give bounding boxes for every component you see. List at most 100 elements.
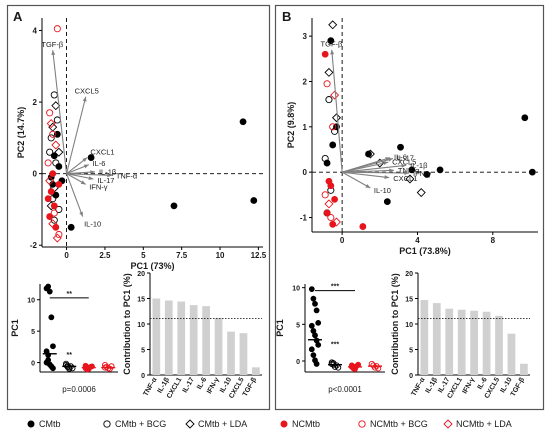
panel-b-pc1-point — [312, 332, 318, 339]
panel-a-score-point — [55, 230, 63, 239]
panel-a-score-point — [50, 216, 58, 224]
panel-a-pc1-pvalue: p=0.0006 — [62, 385, 96, 394]
panel-b-score-point — [416, 188, 426, 198]
panel-b-pc1-pvalue: p<0.0001 — [328, 385, 362, 394]
panel-a-score-point — [46, 109, 54, 117]
panel-a-score-point — [46, 119, 56, 129]
panel-b-loading-label: IFN-γ — [413, 169, 432, 178]
panel-a-letter: A — [13, 9, 23, 24]
panel-b-pc1-point — [308, 346, 315, 353]
panel-b-loading-label: CXCL1 — [393, 174, 417, 183]
panel-b-loading-label: CXCL5 — [392, 157, 416, 166]
panel-a-pc1-point — [43, 359, 50, 366]
legend-item: CMtb + LDA — [185, 419, 247, 429]
panel-b-contrib-ylabel: Contribution to PC1 (%) — [390, 273, 400, 374]
panel-a-score-point — [46, 213, 54, 220]
panel-b-pc1-ytick-label: 5 — [296, 322, 300, 329]
panel-b-contrib-bar — [457, 309, 466, 375]
panel-a-biplot-ylabel: PC2 (14.7%) — [16, 107, 26, 159]
panel-b-pc1-point — [313, 361, 320, 367]
panel-b-score-point — [321, 191, 329, 199]
panel-b-pc1-ylabel: PC1 — [275, 319, 285, 337]
panel-a-score-point — [54, 147, 64, 157]
panel-a-loading-arrowhead — [83, 164, 89, 169]
panel-a-loading-arrow — [66, 173, 84, 217]
panel-b-loading-arrowhead — [401, 163, 407, 168]
legend-label: CMtb + LDA — [198, 419, 247, 429]
panel-b-loading-label: TNF-α — [398, 166, 420, 175]
panel-b-ytick-label: 3 — [303, 32, 308, 41]
panel-a-contrib-category-label: IFN-γ — [206, 376, 221, 395]
panel-b-loading-arrowhead — [365, 184, 371, 189]
panel-a-xtick-label: 10 — [216, 251, 225, 260]
panel-a-score-point — [51, 140, 61, 150]
panel-b-ytick-label: 1 — [303, 123, 308, 132]
panel-b-score-point — [327, 37, 335, 45]
panel-b-loading-arrowhead — [389, 168, 394, 173]
panel-a-contrib-category-label: IL-6 — [196, 376, 208, 390]
panel-b-loading-arrow — [342, 171, 390, 179]
panel-b-pc1-point — [310, 352, 317, 359]
panel-b-score-point — [327, 213, 335, 222]
panel-b-loading-label: TGF-β — [321, 40, 343, 49]
panel-b-loading-arrowhead — [383, 161, 389, 166]
panel-a-score-point — [170, 202, 178, 210]
panel-a-pc1-ytick-label: 5 — [31, 329, 35, 336]
legend: CMtb CMtb + BCG CMtb + LDA NCMtb NCMtb + BCG… — [27, 419, 512, 429]
panel-b-score-point — [405, 174, 415, 184]
panel-b-pc1-ytick-label: 0 — [296, 359, 300, 366]
panel-a-score-point — [44, 195, 52, 203]
panel-b-loading-label: IL-17 — [397, 154, 414, 163]
legend-item: CMtb — [27, 419, 61, 429]
panel-b-score-point — [383, 198, 391, 206]
panel-a-biplot-xlabel: PC1 (73%) — [130, 261, 174, 271]
panel-a-score-point — [50, 152, 58, 160]
panel-a-pc1-signif-label: ** — [67, 352, 73, 359]
panel-a-score-point — [53, 25, 61, 33]
panel-b-ytick-label: 2 — [303, 77, 308, 86]
panel-b-pc1-point — [308, 322, 315, 329]
panel-a-loading-label: IL-17 — [97, 176, 114, 185]
panel-a-pc1-point — [48, 314, 55, 321]
panel-b-loading-label: IL-10 — [374, 186, 391, 195]
panel-a-xtick-label: 12.5 — [251, 251, 267, 260]
panel-b-score-point — [397, 143, 404, 151]
panel-a-loading-label: IFN-γ — [89, 182, 108, 191]
panel-b-contrib-bar — [520, 363, 528, 375]
panel-a-loading-label: TGF-β — [41, 40, 63, 49]
panel-a-loading-arrow — [52, 50, 68, 174]
panel-a-pc1-point — [50, 343, 56, 350]
panel-a-score-point — [52, 233, 62, 243]
panel-a-loading-arrow — [66, 173, 112, 176]
panel-b-score-point — [331, 217, 341, 227]
panel-a-frame — [6, 4, 271, 411]
panel-a-ytick-label: 4 — [33, 27, 38, 36]
panel-a-score-point — [239, 118, 247, 126]
panel-b-xtick-label: 4 — [415, 236, 420, 245]
panel-a-score-point — [50, 91, 58, 99]
legend-label: NCMtb — [292, 419, 320, 429]
panel-a-score-point — [55, 180, 63, 188]
panel-b-pc1-signif-label: *** — [331, 284, 339, 291]
panel-b-score-point — [521, 114, 529, 122]
panel-b-contrib-ytick-label: 10 — [405, 322, 413, 329]
panel-b-score-point — [323, 209, 331, 217]
legend-marker — [185, 419, 195, 429]
legend-label: NCMtb + BCG — [370, 419, 428, 429]
panel-a-loading-arrow — [66, 96, 87, 174]
panel-a-loading-label: CXCL1 — [90, 148, 114, 157]
panel-a-biplot: 0 2.5 5 7.5 10 12.5 -2 0 2 4 PC1 (73%) PC2 (14.7%) T… — [16, 18, 267, 271]
panel-a-score-point — [49, 130, 57, 138]
panel-b-loading-arrowhead — [404, 171, 409, 175]
panel-b-loading-arrowhead — [388, 157, 393, 162]
panel-a-pc1-ytick-label: 10 — [27, 298, 35, 305]
panel-a-contrib-ytick-label: 5 — [141, 348, 145, 355]
panel-a-score-point — [44, 159, 52, 167]
panel-b-contrib-bar — [445, 308, 454, 375]
panel-a-contrib-bar — [164, 300, 173, 375]
panel-a-score-point — [250, 197, 258, 204]
